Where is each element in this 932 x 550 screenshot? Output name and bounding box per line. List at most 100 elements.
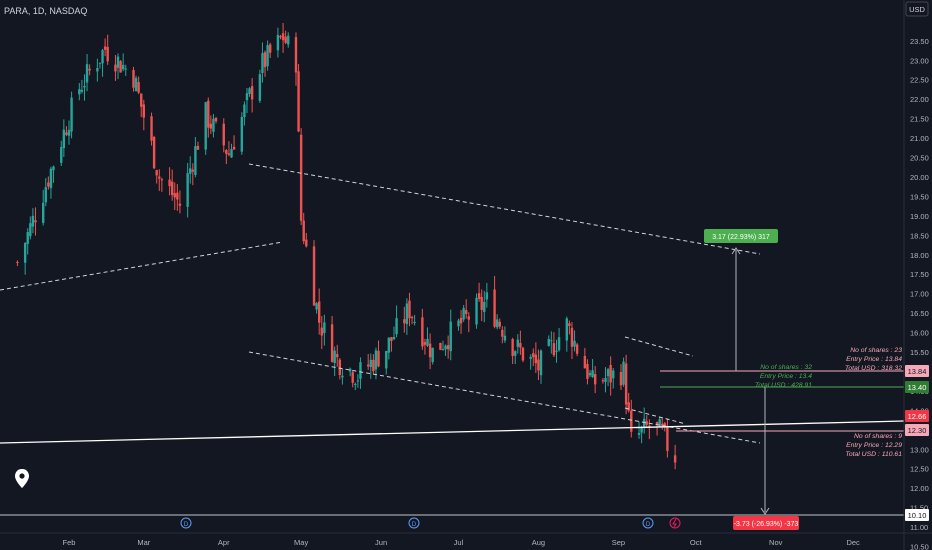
- position-info-top: Total USD : 318.32: [845, 365, 902, 372]
- candle-body: [369, 359, 372, 368]
- candle-body: [96, 68, 99, 72]
- candle-body: [637, 432, 641, 435]
- currency-label: USD: [909, 5, 925, 14]
- candle-body: [519, 343, 522, 348]
- position-info-bottom: No of shares : 9: [854, 433, 902, 440]
- currency-badge[interactable]: USD: [905, 1, 929, 17]
- candle-body: [170, 181, 174, 196]
- price-tick-label: 16.50: [910, 309, 929, 318]
- candle-body: [140, 93, 143, 107]
- candle-body: [446, 345, 450, 350]
- candle-body: [225, 149, 228, 154]
- candle-body: [555, 350, 558, 352]
- candle-body: [320, 327, 323, 336]
- candle-body: [374, 350, 378, 370]
- candle-body: [294, 37, 298, 73]
- candle-body: [624, 363, 628, 405]
- candle-body: [648, 425, 651, 427]
- candle-body: [34, 220, 37, 223]
- price-tick-label: 23.50: [910, 37, 929, 46]
- price-tag-axis-bottom-box: [905, 509, 929, 521]
- earnings-marker-icon: [669, 517, 681, 529]
- price-tag-bottom: 12.30: [908, 426, 927, 435]
- candle-body: [103, 46, 107, 50]
- candle-body: [483, 301, 486, 312]
- candle-body: [191, 169, 195, 172]
- candle-body: [459, 317, 463, 324]
- price-tick-label: 11.00: [910, 523, 928, 532]
- candle-body: [98, 62, 102, 64]
- candle-body: [258, 74, 262, 101]
- time-tick-label: May: [294, 538, 308, 547]
- candle-body: [534, 354, 538, 364]
- candle-body: [663, 423, 667, 428]
- candle-body: [299, 134, 303, 221]
- price-tick-label: 12.50: [910, 465, 929, 474]
- price-tick-label: 19.00: [910, 212, 929, 221]
- candle-body: [428, 343, 432, 358]
- dividend-marker-icon: [408, 517, 420, 529]
- candle-body: [204, 102, 207, 150]
- candle-body: [85, 64, 89, 83]
- candle-body: [586, 364, 589, 379]
- candle-body: [23, 243, 27, 263]
- candle-body: [121, 64, 125, 70]
- candle-body: [207, 100, 210, 128]
- candle-body: [119, 61, 122, 73]
- time-tick-label: Oct: [690, 538, 703, 547]
- candle-body: [645, 421, 648, 425]
- support-line: [0, 420, 905, 444]
- candle-body: [178, 203, 182, 206]
- candle-body: [673, 455, 677, 463]
- candle-body: [142, 104, 145, 118]
- time-tick-label: Jun: [375, 538, 387, 547]
- price-axis[interactable]: 23.50 23.00 22.50 22.00 21.50 21.00 20.50 20.00…: [903, 0, 929, 550]
- time-tick-label: Apr: [218, 538, 230, 547]
- location-pin-icon[interactable]: [15, 469, 29, 488]
- candle-body: [591, 370, 594, 378]
- candle-body: [501, 329, 504, 337]
- candle-body: [60, 147, 63, 163]
- candle-body: [196, 145, 200, 150]
- candle-body: [158, 176, 161, 179]
- candle-body: [212, 118, 215, 132]
- candle-body: [348, 368, 352, 372]
- candle-body: [101, 50, 104, 64]
- price-tick-label: 21.50: [910, 115, 929, 124]
- time-axis[interactable]: Feb Mar Apr May Jun Jul Aug Sep Oct Nov Dec D D D: [0, 517, 932, 547]
- position-info-mid: No of shares : 32: [760, 364, 812, 371]
- stop-label: -3.73 (-26.93%) -373: [734, 521, 799, 528]
- price-tag-current-box: [905, 410, 929, 422]
- dashed-trendline-left: [0, 241, 284, 291]
- time-tick-label: Aug: [532, 538, 545, 547]
- candle-body: [390, 337, 393, 342]
- candle-body: [356, 380, 360, 382]
- candle-body: [312, 246, 316, 306]
- candle-body: [413, 321, 416, 323]
- candle-body: [405, 303, 409, 325]
- candle-body: [134, 78, 138, 92]
- candle-body: [431, 347, 434, 363]
- candle-body: [351, 372, 354, 383]
- candle-body: [62, 129, 66, 149]
- price-tick-label: 17.50: [910, 270, 929, 279]
- target-label-box: [704, 229, 778, 243]
- candle-body: [209, 123, 213, 129]
- time-tick-label: Sep: [612, 538, 625, 547]
- candle-body: [575, 344, 579, 354]
- position-info-bottom: Entry Price : 12.29: [846, 442, 902, 449]
- time-tick-label: Feb: [63, 538, 76, 547]
- price-tick-label: 18.50: [910, 231, 929, 240]
- candle-body: [317, 301, 321, 323]
- price-tag-mid-box: [905, 381, 929, 393]
- candle-body: [338, 359, 342, 375]
- candle-body: [565, 318, 569, 341]
- time-tick-label: Dec: [846, 538, 860, 547]
- candle-body: [67, 129, 71, 136]
- candle-body: [467, 316, 470, 320]
- candle-body: [666, 426, 669, 451]
- candle-body: [176, 192, 179, 200]
- candle-body: [521, 347, 525, 361]
